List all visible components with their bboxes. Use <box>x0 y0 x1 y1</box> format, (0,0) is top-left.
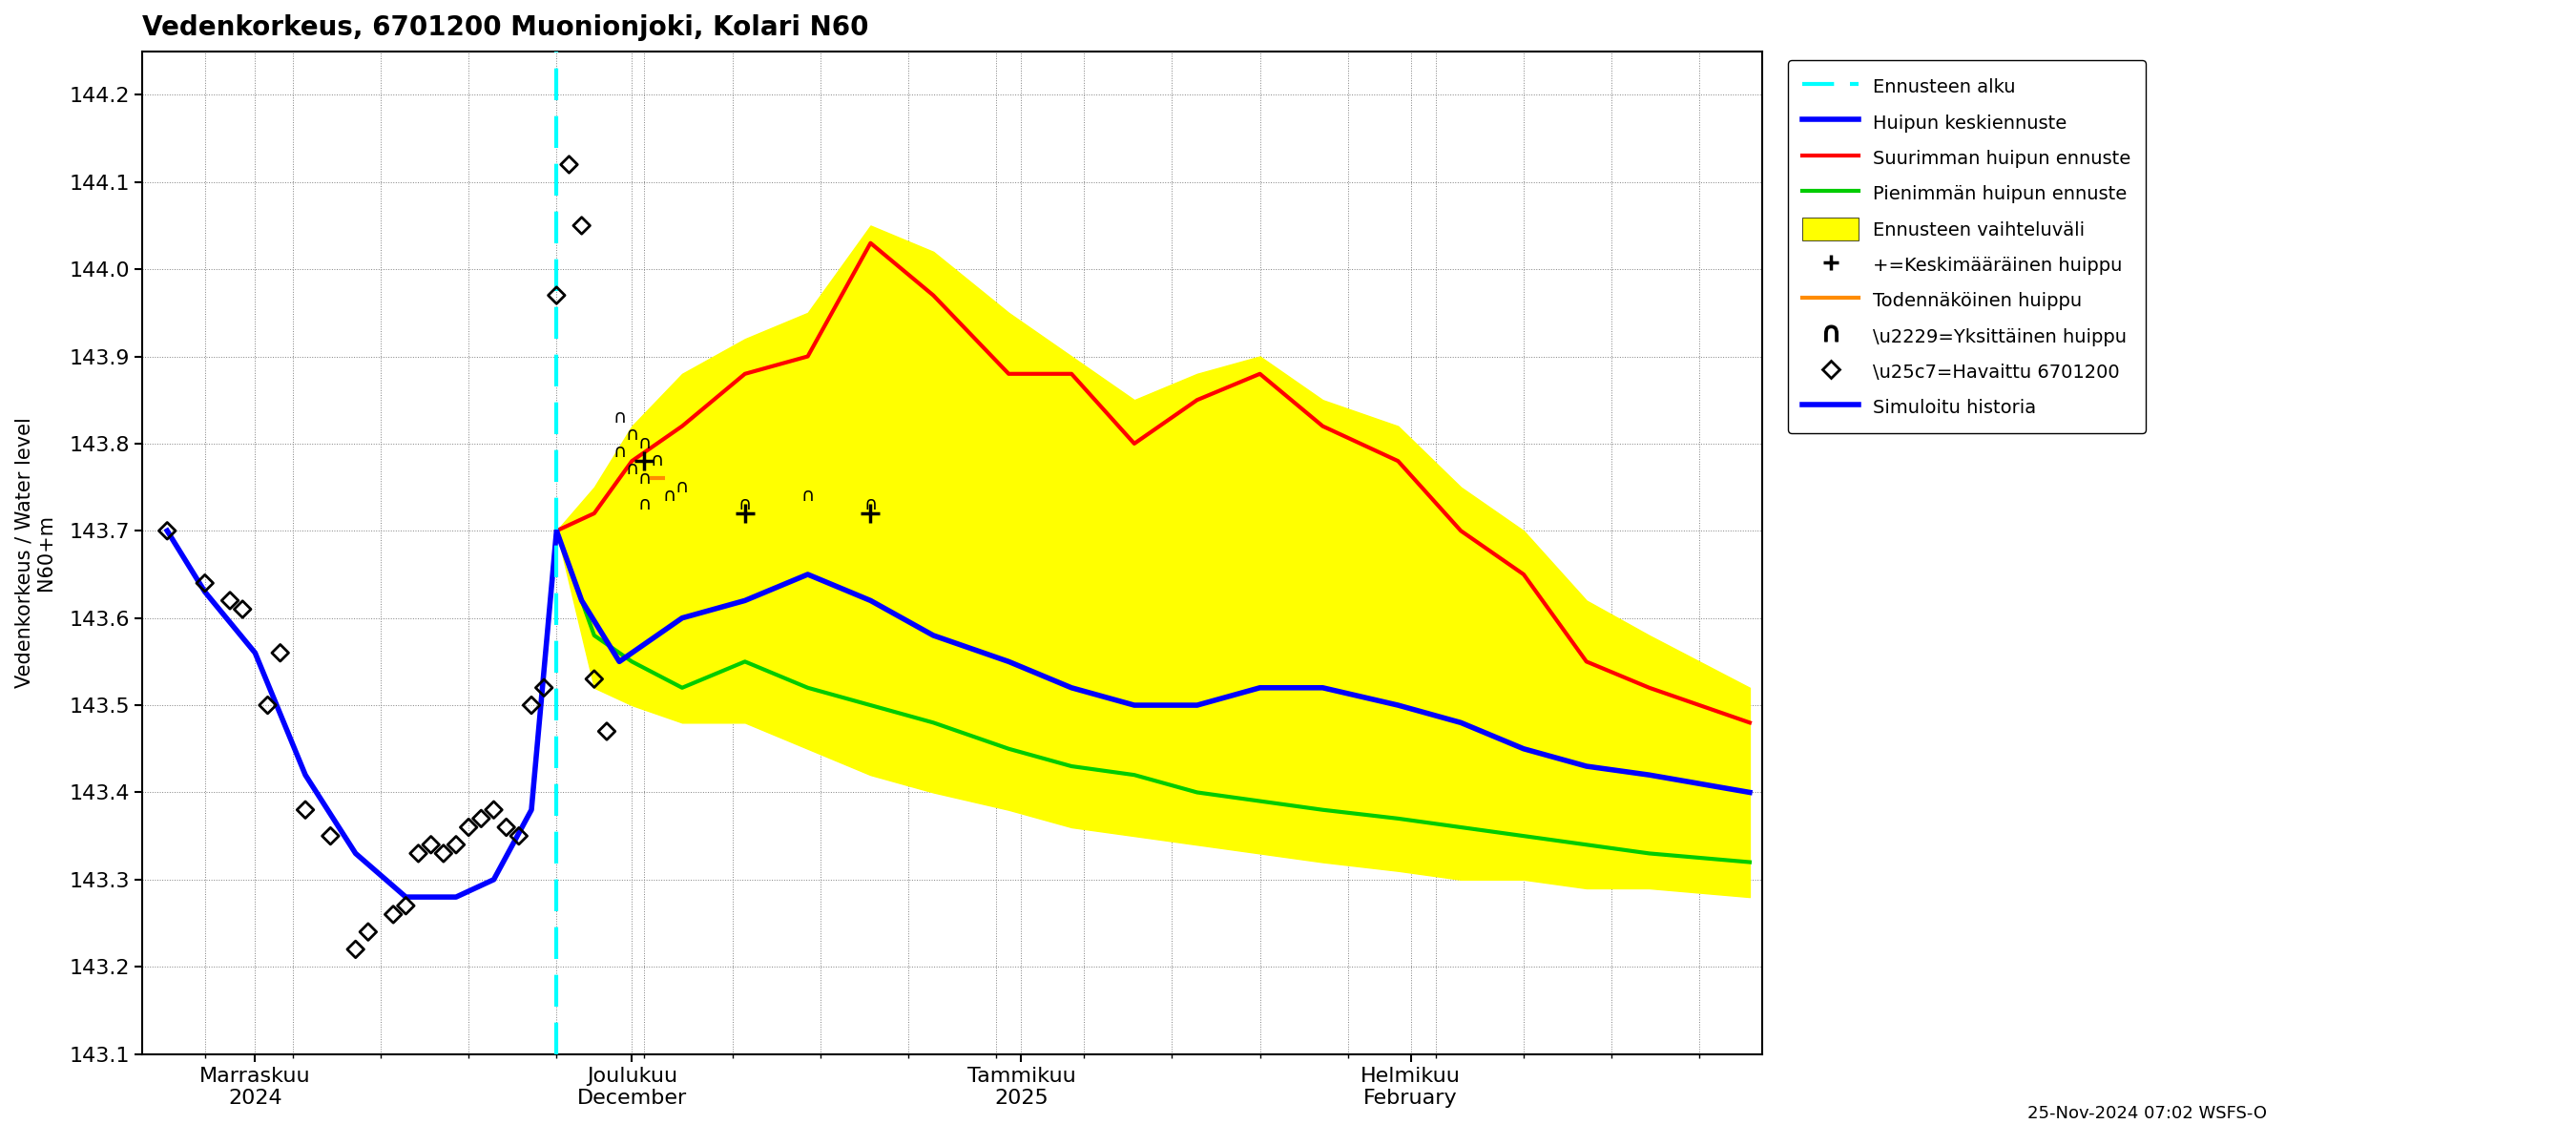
Point <box>510 696 551 714</box>
Text: ∩: ∩ <box>626 460 639 479</box>
Point <box>461 810 502 828</box>
Point <box>348 923 389 941</box>
Text: ∩: ∩ <box>801 487 814 505</box>
Point <box>222 600 263 618</box>
Text: ∩: ∩ <box>739 496 752 513</box>
Text: ∩: ∩ <box>639 469 652 487</box>
Point <box>335 940 376 958</box>
Point <box>474 800 515 819</box>
Point <box>386 897 428 915</box>
Point <box>435 836 477 854</box>
Text: ∩: ∩ <box>662 487 677 505</box>
Point <box>574 670 616 688</box>
Text: 25-Nov-2024 07:02 WSFS-O: 25-Nov-2024 07:02 WSFS-O <box>2027 1105 2267 1122</box>
Point <box>487 819 528 837</box>
Text: ∩: ∩ <box>863 496 878 513</box>
Point <box>536 286 577 305</box>
Legend: Ennusteen alku, Huipun keskiennuste, Suurimman huipun ennuste, Pienimmän huipun : Ennusteen alku, Huipun keskiennuste, Suu… <box>1788 61 2146 434</box>
Text: Vedenkorkeus, 6701200 Muonionjoki, Kolari N60: Vedenkorkeus, 6701200 Muonionjoki, Kolar… <box>142 14 868 41</box>
Point <box>309 827 350 845</box>
Point <box>448 819 489 837</box>
Point <box>549 156 590 174</box>
Point <box>185 574 227 592</box>
Point <box>374 906 415 924</box>
Text: ∩: ∩ <box>649 451 665 469</box>
Point <box>410 836 451 854</box>
Point <box>247 696 289 714</box>
Text: ∩: ∩ <box>639 434 652 452</box>
Text: ∩: ∩ <box>639 496 652 513</box>
Point <box>497 827 538 845</box>
Point <box>397 844 438 862</box>
Point <box>523 679 564 697</box>
Point <box>286 800 327 819</box>
Point <box>587 722 629 741</box>
Text: ∩: ∩ <box>613 443 626 461</box>
Text: ∩: ∩ <box>675 477 688 496</box>
Point <box>260 643 301 662</box>
Point <box>147 522 188 540</box>
Point <box>422 844 464 862</box>
Point <box>209 591 250 609</box>
Text: ∩: ∩ <box>626 426 639 443</box>
Text: ∩: ∩ <box>613 408 626 426</box>
Point <box>562 216 603 235</box>
Y-axis label: Vedenkorkeus / Water level
N60+m: Vedenkorkeus / Water level N60+m <box>15 417 57 688</box>
